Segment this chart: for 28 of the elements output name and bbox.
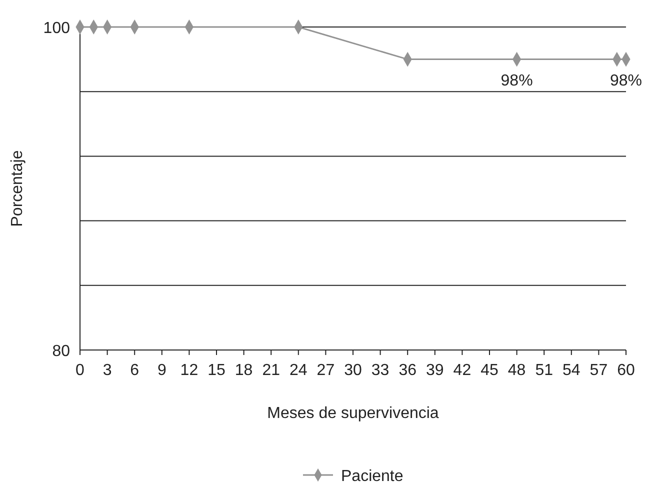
legend-label: Paciente	[341, 468, 404, 485]
x-tick-label: 24	[290, 362, 308, 379]
x-tick-label: 15	[208, 362, 226, 379]
x-tick-label: 54	[562, 362, 580, 379]
x-axis-title: Meses de supervivencia	[267, 405, 439, 422]
x-tick-label: 42	[453, 362, 472, 379]
x-tick-label: 39	[426, 362, 444, 379]
x-tick-label: 60	[617, 362, 635, 379]
data-label: 98%	[610, 72, 642, 90]
data-label: 98%	[500, 72, 533, 90]
x-tick-label: 57	[590, 362, 608, 379]
x-tick-label: 0	[76, 362, 85, 379]
y-axis-title: Porcentaje	[9, 150, 26, 227]
x-tick-label: 18	[234, 362, 253, 379]
x-tick-label: 33	[371, 362, 390, 379]
x-tick-label: 12	[180, 362, 198, 379]
x-tick-label: 27	[316, 362, 335, 379]
y-tick-label: 80	[52, 343, 70, 360]
x-tick-label: 36	[398, 362, 417, 379]
x-tick-label: 51	[535, 362, 554, 379]
y-tick-label: 100	[43, 20, 70, 37]
x-tick-label: 45	[480, 362, 498, 379]
x-tick-label: 3	[102, 362, 112, 379]
x-tick-label: 6	[130, 362, 140, 379]
x-tick-label: 30	[344, 362, 362, 379]
x-tick-label: 9	[157, 362, 166, 379]
x-tick-label: 48	[508, 362, 526, 379]
x-tick-label: 21	[262, 362, 280, 379]
